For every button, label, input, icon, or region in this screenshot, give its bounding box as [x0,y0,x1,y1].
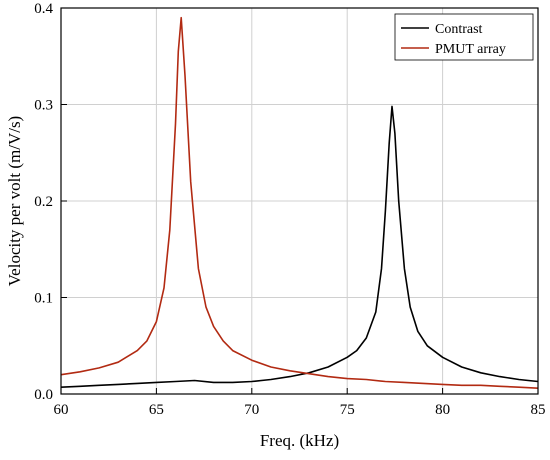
series-line-contrast [60,105,539,388]
y-tick-label: 0.2 [34,194,53,210]
y-axis-label: Velocity per volt (m/V/s) [5,116,24,286]
x-tick-label: 80 [435,402,450,418]
legend: Contrast PMUT array [394,13,534,61]
x-tick-label: 70 [244,402,259,418]
legend-label-contrast: Contrast [435,22,483,37]
series-line-pmut-array [60,16,539,389]
y-tick-label: 0.0 [34,387,53,403]
axis-ticks: 60 65 70 75 80 85 0.0 0.1 0.2 0.3 0.4 [34,1,545,418]
grid-lines [61,8,538,394]
x-tick-label: 75 [340,402,355,418]
x-tick-label: 60 [54,402,69,418]
x-tick-label: 85 [531,402,546,418]
y-tick-label: 0.4 [34,1,53,17]
legend-label-pmut-array: PMUT array [435,42,506,57]
y-tick-label: 0.1 [34,291,53,307]
x-tick-label: 65 [149,402,164,418]
y-tick-label: 0.3 [34,98,53,114]
x-axis-label: Freq. (kHz) [260,431,339,450]
legend-box [394,13,534,61]
series-lines [60,16,539,389]
